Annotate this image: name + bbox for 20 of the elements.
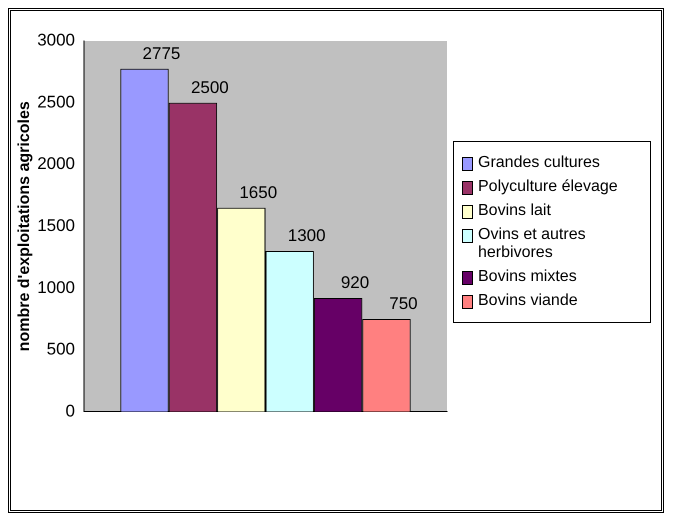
legend-label: Bovins viande [478, 292, 578, 310]
y-tick-label: 1500 [37, 216, 76, 235]
y-tick-label: 0 [66, 401, 76, 420]
y-tick-label: 2500 [37, 92, 76, 112]
y-axis-title: nombre d'exploitations agricoles [16, 101, 34, 352]
data-label: 920 [340, 273, 370, 292]
data-label: 2500 [190, 78, 229, 97]
data-label: 1650 [239, 182, 278, 202]
legend-label: Ovins et autres herbivores [478, 226, 587, 262]
y-tick-label: 1000 [37, 278, 76, 297]
data-label: 750 [389, 294, 418, 314]
legend-label: Polyculture élevage [478, 178, 618, 196]
data-label: 1300 [288, 226, 326, 246]
legend-label: Grandes cultures [478, 154, 600, 172]
data-label: 2775 [142, 44, 180, 63]
y-tick-label: 2000 [37, 154, 76, 174]
legend-label: Bovins lait [478, 202, 551, 220]
y-tick-label: 3000 [37, 30, 76, 50]
y-tick-label: 500 [46, 340, 76, 359]
legend-label: Bovins mixtes [478, 268, 577, 286]
